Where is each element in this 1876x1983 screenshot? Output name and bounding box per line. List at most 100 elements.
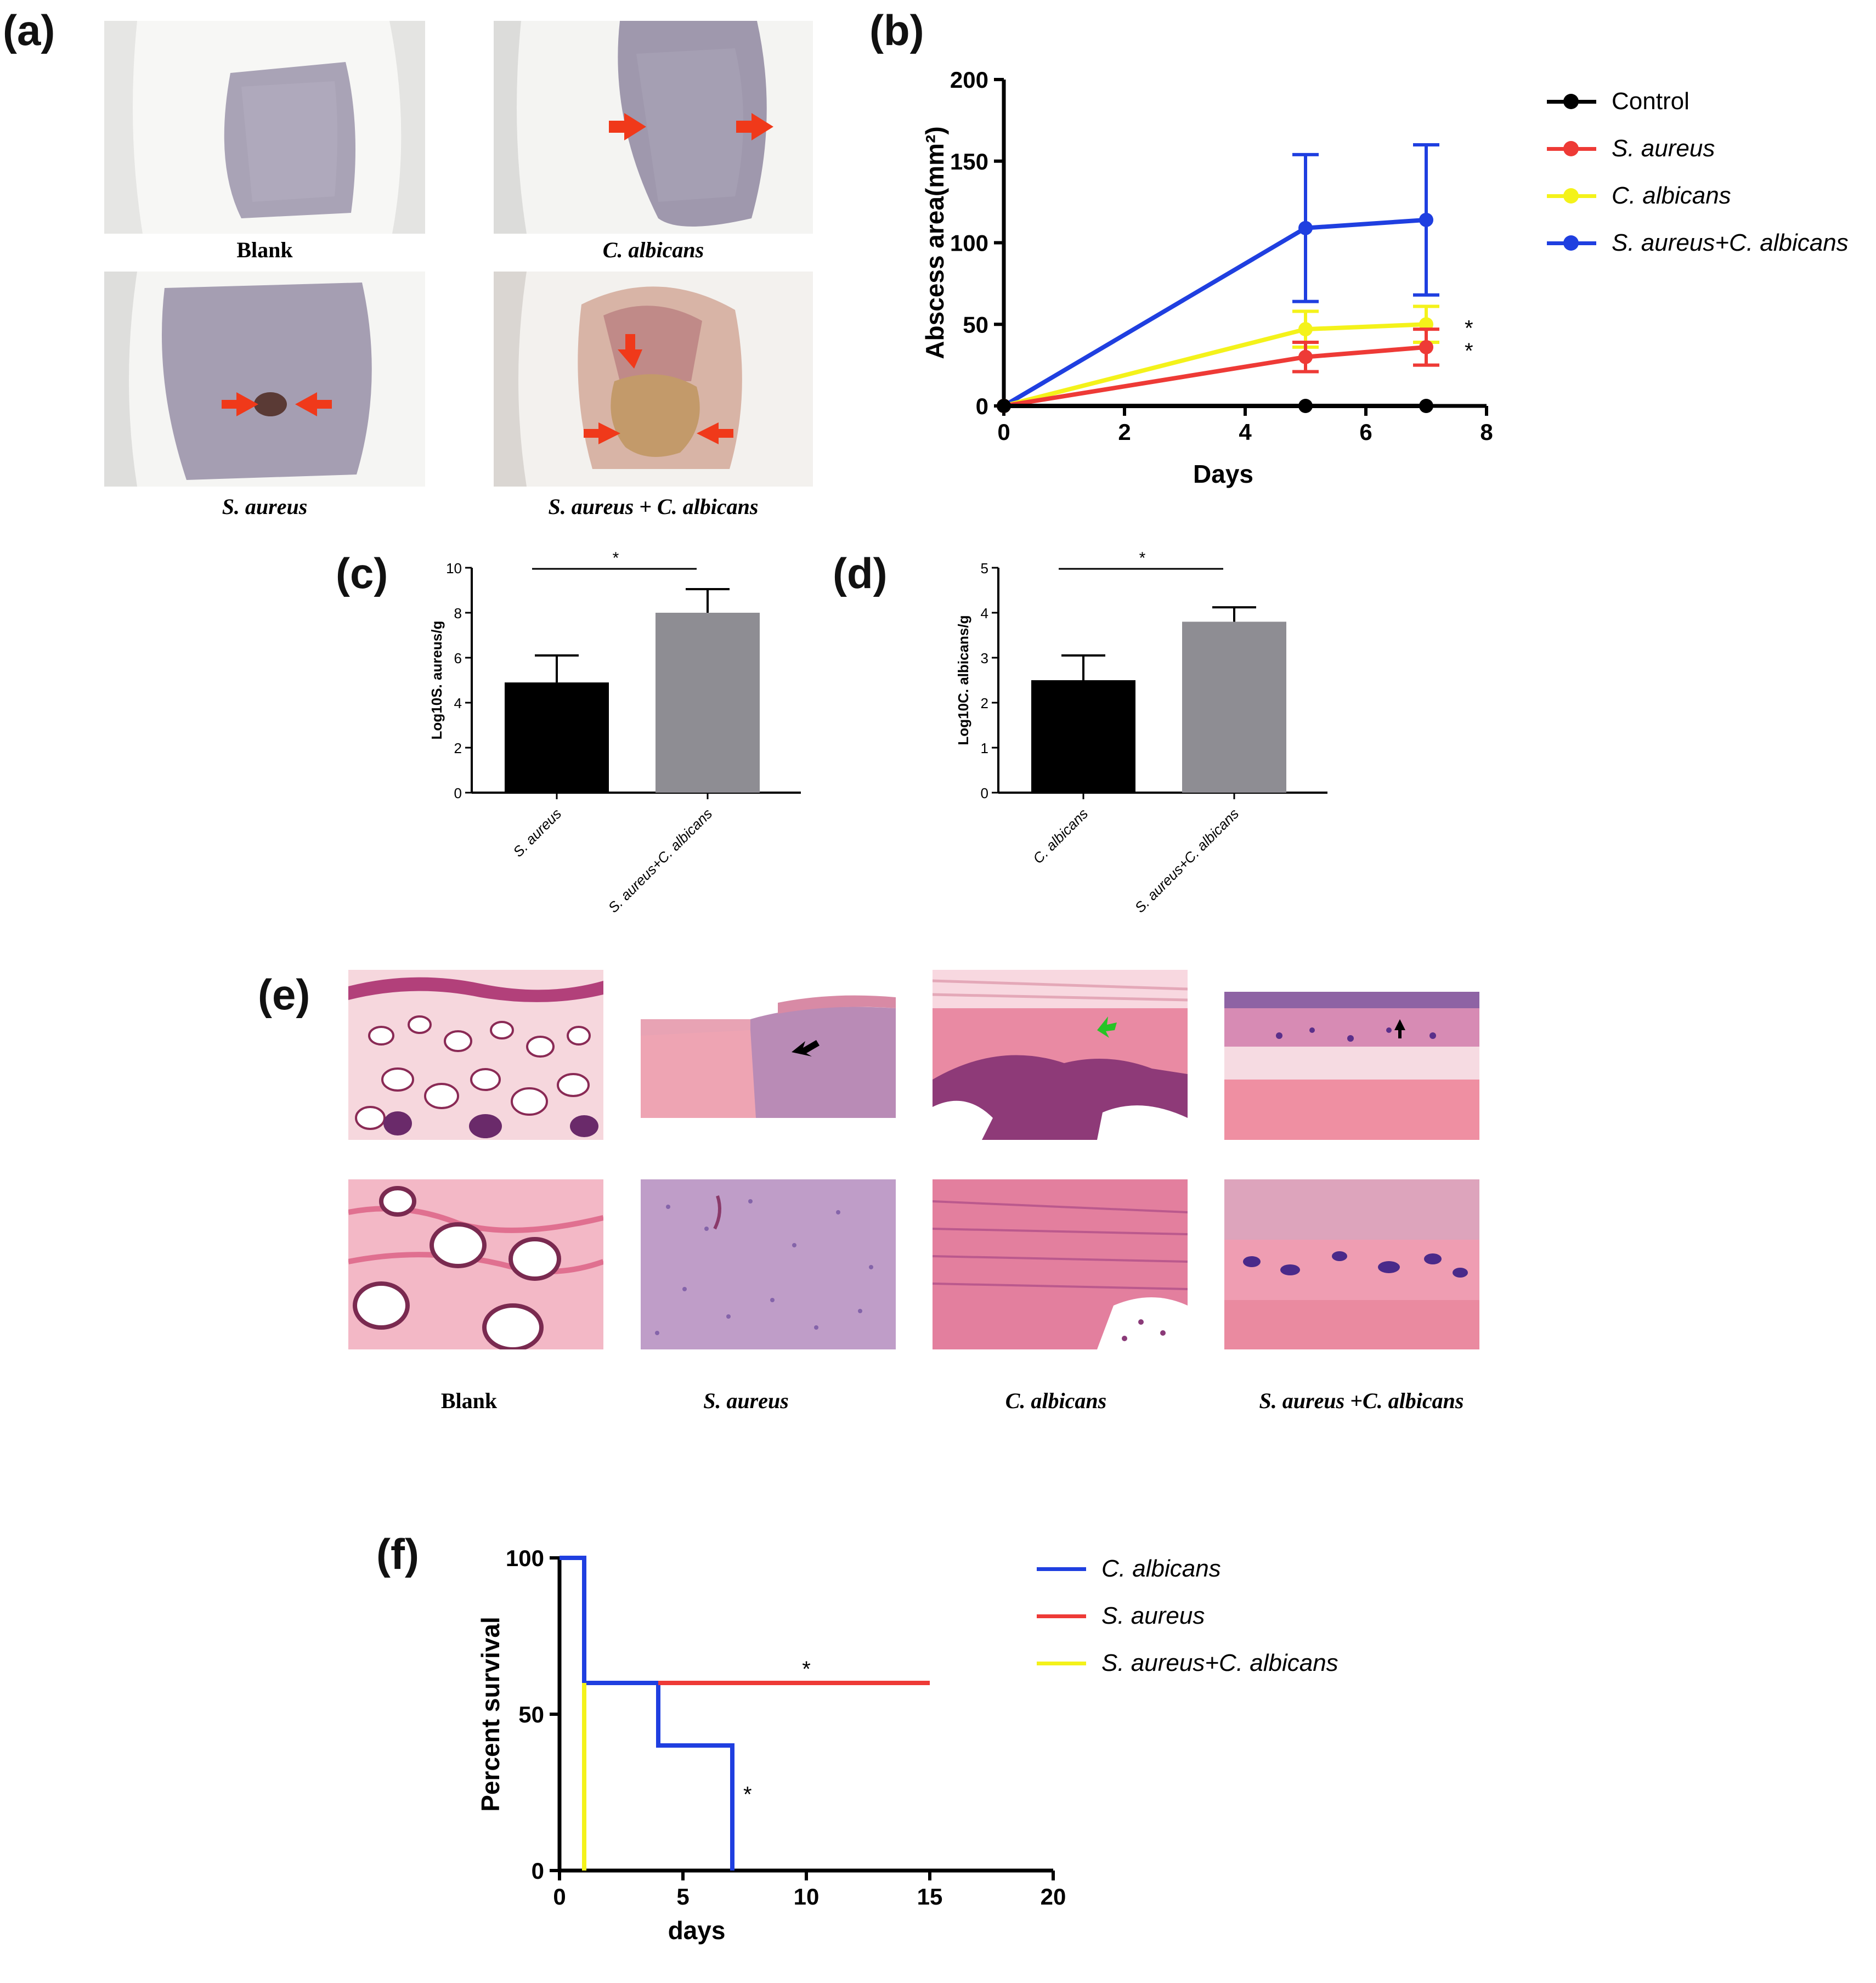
x-tick-label: 6 [1359, 419, 1372, 445]
histology-c-albicans-high [933, 1179, 1188, 1349]
legend-b-combined: S. aureus+C. albicans [1547, 229, 1849, 257]
panel-label-d: (d) [833, 549, 888, 597]
legend-swatch [1547, 185, 1596, 207]
significance-mark: * [743, 1783, 752, 1807]
chart-d-svg: 0 1 2 3 4 5 Log10C. albicans/g C. albicans S. au… [955, 549, 1327, 916]
legend-b-control: Control [1547, 88, 1689, 115]
x-tick-label: C. albicans [1030, 805, 1091, 867]
bar [1182, 622, 1286, 793]
y-tick-label: 50 [963, 312, 988, 337]
histology-caption-combined: S. aureus +C. albicans [1259, 1388, 1464, 1413]
y-tick-label: 0 [454, 785, 462, 801]
legend-b-c-albicans: C. albicans [1547, 182, 1731, 210]
legend-f: C. albicans S. aureus S. aureus+C. albic… [1037, 1555, 1366, 1698]
y-tick-label: 100 [950, 230, 988, 256]
legend-b: Control S. aureus C. albicans S. aureus+… [1547, 88, 1854, 274]
histology-c-albicans-low [933, 970, 1188, 1140]
y-tick-label: 10 [446, 560, 462, 577]
legend-f-s-aureus: S. aureus [1037, 1602, 1205, 1630]
x-tick-label: 20 [1041, 1884, 1066, 1909]
histology-caption-blank: Blank [440, 1388, 498, 1413]
chart-b: 0 50 100 150 200 0 2 4 6 8 Days Abscess area(mm²) * * [889, 60, 1519, 499]
histology-caption-c-albicans: C. albicans [1005, 1388, 1107, 1413]
y-tick-label: 1 [981, 740, 988, 756]
legend-f-c-albicans: C. albicans [1037, 1555, 1221, 1583]
y-tick-label: 200 [950, 67, 988, 93]
data-point [1298, 349, 1313, 364]
histology-blank-low [348, 970, 603, 1140]
histology-caption-s-aureus: S. aureus [703, 1388, 789, 1413]
legend-swatch [1547, 138, 1596, 160]
caption-s-aureus-c-albicans: S. aureus + C. albicans [548, 494, 759, 519]
x-tick-label: S. aureus [510, 805, 564, 860]
bar [505, 682, 609, 793]
x-tick-label: 2 [1118, 419, 1131, 445]
bar [656, 613, 760, 793]
panel-label-e: (e) [258, 970, 310, 1019]
data-point [1298, 399, 1313, 413]
legend-label: S. aureus+C. albicans [1612, 229, 1849, 256]
panel-label-f: (f) [376, 1530, 419, 1578]
x-tick-label: 8 [1480, 419, 1493, 445]
y-axis-label: Abscess area(mm²) [920, 126, 949, 359]
caption-c-albicans: C. albicans [602, 238, 704, 262]
x-tick-label: 15 [917, 1884, 943, 1909]
significance-mark: * [1465, 339, 1473, 363]
x-axis-label: days [668, 1916, 726, 1945]
panel-label-b: (b) [869, 6, 924, 54]
caption-s-aureus: S. aureus [222, 494, 308, 519]
chart-f: 0 50 100 0 5 10 15 20 days Percent survival * * [455, 1525, 1103, 1980]
legend-label: C. albicans [1101, 1555, 1221, 1582]
y-tick-label: 0 [532, 1858, 544, 1884]
histology-s-aureus-high [641, 1179, 896, 1349]
y-tick-label: 4 [454, 695, 462, 711]
histology-combined-low [1224, 970, 1479, 1140]
x-tick-label: 0 [997, 419, 1010, 445]
y-tick-label: 0 [981, 785, 988, 801]
significance-mark: * [1139, 549, 1146, 567]
series-line [1002, 217, 1427, 408]
photo-s-aureus [104, 272, 425, 487]
panel-label-a: (a) [3, 6, 55, 54]
panel-label-c: (c) [336, 549, 388, 597]
legend-label: S. aureus [1612, 135, 1715, 162]
data-point [1419, 340, 1433, 354]
legend-swatch [1547, 91, 1596, 112]
y-tick-label: 3 [981, 650, 988, 666]
significance-mark: * [802, 1657, 811, 1681]
x-axis-label: Days [1193, 460, 1253, 488]
legend-swatch [1547, 232, 1596, 254]
y-tick-label: 2 [981, 695, 988, 711]
histology-blank-high [348, 1179, 603, 1349]
chart-d: 0 1 2 3 4 5 Log10C. albicans/g C. albicans S. au… [927, 543, 1355, 949]
y-tick-label: 0 [976, 393, 988, 419]
legend-label: S. aureus+C. albicans [1101, 1649, 1338, 1676]
significance-mark: * [1465, 316, 1473, 340]
data-point [997, 399, 1011, 413]
y-axis-label: Log10S. aureus/g [428, 621, 445, 740]
legend-label: S. aureus [1101, 1602, 1205, 1629]
y-axis-label: Percent survival [476, 1617, 505, 1811]
legend-b-s-aureus: S. aureus [1547, 135, 1715, 162]
y-tick-label: 4 [981, 605, 988, 622]
y-tick-label: 150 [950, 149, 988, 174]
x-tick-label: S. aureus+C. albicans [605, 805, 716, 916]
y-tick-label: 100 [506, 1545, 544, 1571]
legend-f-combined: S. aureus+C. albicans [1037, 1649, 1338, 1677]
histology-s-aureus-low [641, 970, 896, 1140]
chart-c: 0 2 4 6 8 10 Log10S. aureus/g S. aureus S. aureu… [400, 543, 828, 949]
x-tick-label: 4 [1239, 419, 1252, 445]
data-point [1298, 322, 1313, 337]
significance-mark: * [613, 549, 619, 567]
bar [1031, 680, 1135, 793]
photo-s-aureus-c-albicans [494, 272, 813, 487]
y-tick-label: 8 [454, 605, 462, 622]
caption-blank: Blank [236, 238, 293, 262]
chart-b-svg: 0 50 100 150 200 0 2 4 6 8 Days Abscess area(mm²) ** [920, 67, 1493, 488]
legend-swatch [1037, 1558, 1086, 1580]
data-point [1419, 212, 1433, 227]
legend-label: C. albicans [1612, 182, 1731, 209]
photo-c-albicans [494, 21, 813, 234]
photo-blank [104, 21, 425, 234]
histology-combined-high [1224, 1179, 1479, 1349]
